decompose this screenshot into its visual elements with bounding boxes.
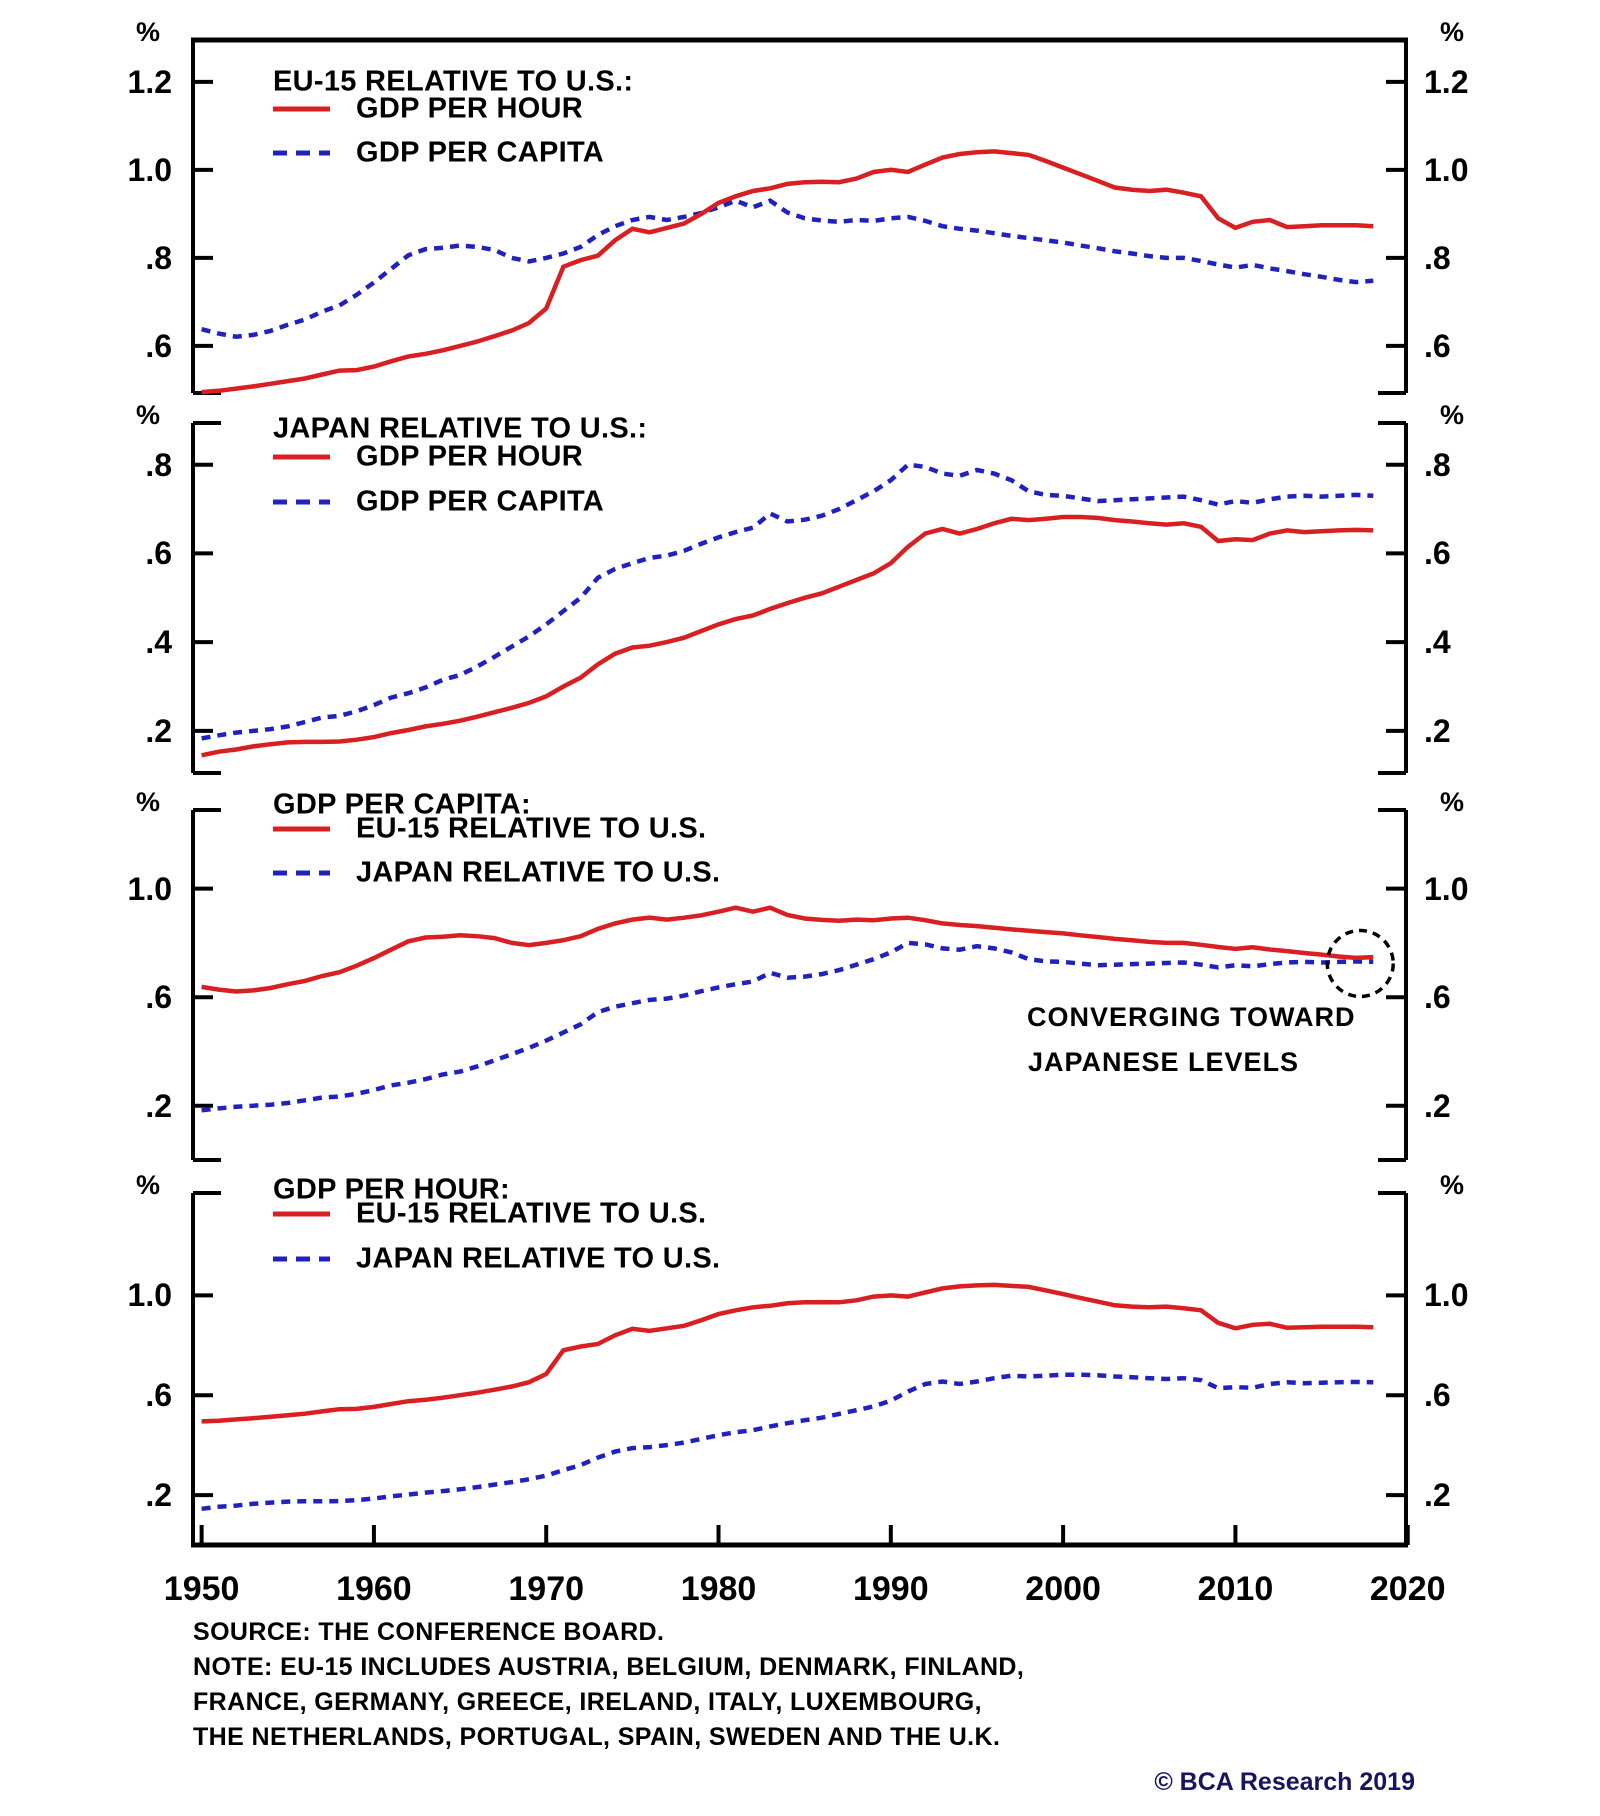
footnote-line-1: NOTE: EU-15 INCLUDES AUSTRIA, BELGIUM, D… (193, 1653, 1025, 1681)
copyright: © BCA Research 2019 (1154, 1768, 1415, 1796)
y-tick-label-left: .6 (145, 327, 172, 364)
x-axis-label: 2000 (1025, 1570, 1101, 1608)
y-tick-label-right: .6 (1424, 327, 1451, 364)
series-line-japan_gdp_per_hour-solid (201, 514, 1374, 758)
blue-dashed-line-swatch (273, 1256, 330, 1262)
y-tick-label-right: .6 (1424, 979, 1451, 1016)
legend-label: GDP PER CAPITA (356, 136, 605, 169)
y-tick-label-left: .6 (145, 1377, 172, 1414)
percent-label-right: % (1439, 1170, 1464, 1200)
footnote-line-2: FRANCE, GERMANY, GREECE, IRELAND, ITALY,… (193, 1688, 982, 1716)
panel-1-legend-item-gdp-per-capita: GDP PER CAPITA (273, 137, 604, 170)
x-axis-label: 2010 (1197, 1570, 1274, 1608)
y-tick-label-right: .4 (1424, 624, 1451, 661)
percent-label-left: % (135, 400, 160, 430)
y-tick-label-right: 1.0 (1424, 870, 1469, 907)
x-axis-label: 1960 (336, 1570, 412, 1608)
panel-3-legend-item-eu15: EU-15 RELATIVE TO U.S. (273, 813, 706, 846)
y-tick-label-right: 1.0 (1424, 1277, 1469, 1314)
y-tick-label-left: .2 (145, 712, 172, 749)
y-tick-label-left: .2 (145, 1087, 172, 1124)
y-tick-label-right: .8 (1424, 239, 1451, 276)
panel-4-legend-item-eu15: EU-15 RELATIVE TO U.S. (273, 1198, 706, 1231)
panel-2-legend-item-gdp-per-hour: GDP PER HOUR (273, 441, 583, 474)
x-axis-label: 1970 (508, 1570, 585, 1608)
convergence-circle-annotation (1325, 928, 1396, 999)
percent-label-left: % (135, 787, 160, 817)
y-tick-label-left: 1.2 (127, 63, 172, 100)
y-tick-label-right: .6 (1424, 1377, 1451, 1414)
percent-label-right: % (1439, 787, 1464, 817)
panel-3-legend-item-japan: JAPAN RELATIVE TO U.S. (273, 857, 720, 890)
panel-4-title: GDP PER HOUR: (273, 1173, 511, 1206)
y-tick-label-left: 1.0 (127, 870, 172, 907)
x-axis-label: 1950 (163, 1570, 240, 1608)
y-tick-label-right: .8 (1424, 446, 1451, 483)
y-tick-label-right: .2 (1424, 1087, 1451, 1124)
legend-label: JAPAN RELATIVE TO U.S. (356, 856, 721, 889)
y-tick-label-left: .8 (145, 446, 172, 483)
panel-2-title: JAPAN RELATIVE TO U.S.: (273, 412, 648, 445)
annotation-line-1: CONVERGING TOWARD (1027, 1002, 1356, 1032)
legend-label: GDP PER HOUR (356, 440, 584, 473)
legend-label: JAPAN RELATIVE TO U.S. (356, 1242, 721, 1275)
y-tick-label-left: .2 (145, 1477, 172, 1514)
y-tick-label-right: 1.0 (1424, 151, 1469, 188)
legend-label: GDP PER CAPITA (356, 485, 605, 518)
y-tick-label-left: .6 (145, 535, 172, 572)
legend-label: EU-15 RELATIVE TO U.S. (356, 1197, 707, 1230)
panel-2-legend-item-gdp-per-capita: GDP PER CAPITA (273, 486, 604, 519)
series-line-japan_gdp_per_hour-dashed (201, 1372, 1374, 1512)
annotation-line-2: JAPANESE LEVELS (1028, 1047, 1300, 1077)
legend-label: EU-15 RELATIVE TO U.S. (356, 812, 707, 845)
panel-1-legend-item-gdp-per-hour: GDP PER HOUR (273, 93, 583, 126)
series-line-japan_gdp_per_capita-dashed (201, 940, 1374, 1113)
y-tick-label-right: .2 (1424, 712, 1451, 749)
red-solid-line-swatch (273, 826, 330, 832)
panel-3-title: GDP PER CAPITA: (273, 788, 532, 821)
blue-dashed-line-swatch (273, 499, 330, 505)
series-line-eu15_gdp_per_hour-solid (201, 149, 1374, 395)
series-line-eu15_gdp_per_capita-dashed (201, 198, 1374, 339)
red-solid-line-swatch (273, 1211, 330, 1217)
x-axis-label: 2020 (1369, 1570, 1446, 1608)
y-tick-label-right: 1.2 (1424, 63, 1469, 100)
red-solid-line-swatch (273, 106, 330, 112)
panel-1-title: EU-15 RELATIVE TO U.S.: (273, 65, 634, 98)
source-note: SOURCE: THE CONFERENCE BOARD. (193, 1618, 665, 1646)
y-tick-label-left: 1.0 (127, 151, 172, 188)
series-line-eu15_gdp_per_hour-solid (201, 1282, 1374, 1424)
percent-label-left: % (135, 17, 160, 47)
y-tick-label-left: 1.0 (127, 1277, 172, 1314)
red-solid-line-swatch (273, 454, 330, 460)
legend-label: GDP PER HOUR (356, 92, 584, 125)
panel-4-legend-item-japan: JAPAN RELATIVE TO U.S. (273, 1243, 720, 1276)
x-axis-label: 1980 (680, 1570, 757, 1608)
y-tick-label-right: .6 (1424, 535, 1451, 572)
y-tick-label-left: .4 (145, 624, 172, 661)
footnote-line-3: THE NETHERLANDS, PORTUGAL, SPAIN, SWEDEN… (193, 1723, 1001, 1751)
x-axis-label: 1990 (852, 1570, 929, 1608)
series-line-eu15_gdp_per_capita-solid (201, 905, 1374, 994)
percent-label-right: % (1439, 17, 1464, 47)
y-tick-label-left: .6 (145, 979, 172, 1016)
blue-dashed-line-swatch (273, 870, 330, 876)
percent-label-left: % (135, 1170, 160, 1200)
blue-dashed-line-swatch (273, 150, 330, 156)
y-tick-label-right: .2 (1424, 1477, 1451, 1514)
y-tick-label-left: .8 (145, 239, 172, 276)
percent-label-right: % (1439, 400, 1464, 430)
series-line-japan_gdp_per_capita-dashed (201, 462, 1374, 741)
